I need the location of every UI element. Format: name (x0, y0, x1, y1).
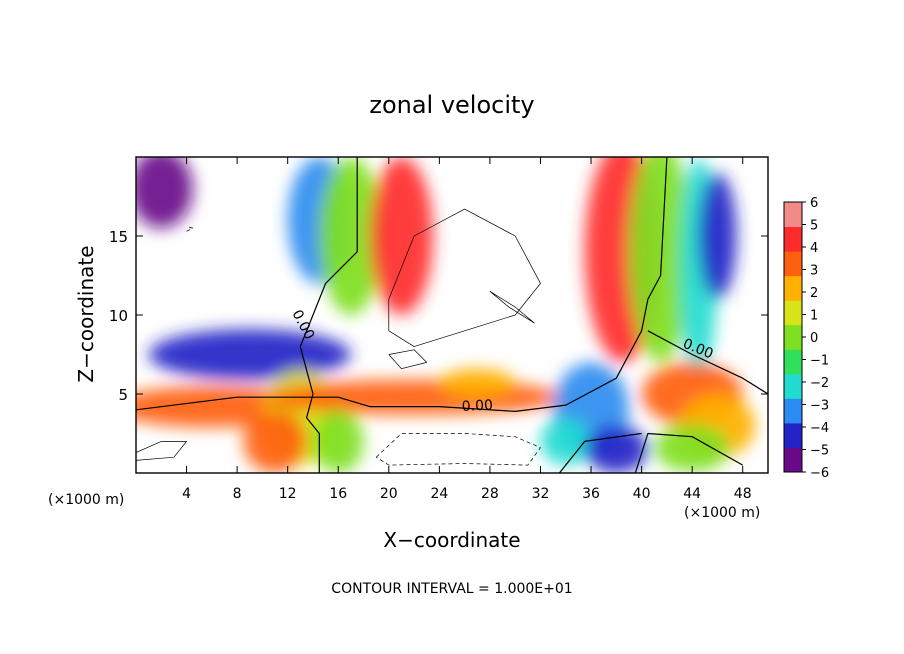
colorbar-tick-label: −1 (810, 354, 829, 369)
x-tick-label: 24 (430, 486, 448, 502)
x-tick-label: 40 (633, 486, 651, 502)
x-unit-left: (×1000 m) (48, 492, 124, 508)
colorbar-segment (784, 398, 802, 424)
colorbar-segment (784, 226, 802, 252)
colorbar (783, 201, 803, 473)
field-band (540, 417, 592, 466)
colorbar-tick-label: 3 (810, 264, 818, 279)
x-tick-label: 16 (329, 486, 347, 502)
field-band (698, 172, 737, 300)
x-axis-label: X−coordinate (383, 528, 520, 552)
contour-line (647, 330, 768, 395)
contour-line (136, 441, 187, 461)
y-tick-label: 5 (118, 386, 128, 404)
field-band (584, 425, 648, 473)
contour-line (634, 432, 743, 473)
contour-label: 0.00 (461, 397, 493, 415)
contour-line (136, 157, 668, 412)
contour-line (489, 291, 535, 324)
colorbar-segment (784, 447, 802, 473)
x-axis-ticks: 4 8 12 16 20 24 28 32 36 40 44 48 (182, 157, 752, 502)
x-tick-label: 48 (734, 486, 752, 502)
colorbar-segment (784, 275, 802, 301)
colorbar-tick-label: 0 (810, 331, 818, 346)
y-tick-label: 15 (109, 228, 128, 246)
x-tick-label: 28 (481, 486, 499, 502)
colorbar-tick-label: 2 (810, 286, 818, 301)
x-tick-label: 32 (532, 486, 550, 502)
x-unit-right: (×1000 m) (684, 505, 760, 521)
colorbar-segment (784, 202, 802, 228)
contour-line (375, 433, 541, 466)
field-band (369, 157, 434, 315)
field-band (148, 329, 351, 380)
colorbar-tick-label: −5 (810, 444, 829, 459)
x-tick-label: 20 (380, 486, 398, 502)
contour-line (388, 208, 541, 347)
colorbar-segment (784, 324, 802, 350)
contour-line (558, 432, 642, 473)
colorbar-segment (784, 422, 802, 448)
contour-line (299, 157, 358, 473)
field-band (312, 409, 364, 473)
x-tick-label: 44 (683, 486, 701, 502)
colorbar-tick-label: 4 (810, 241, 818, 256)
y-tick-label: 10 (109, 307, 128, 325)
field-band (654, 424, 731, 472)
x-tick-label: 4 (182, 486, 191, 502)
colorbar-segment (784, 349, 802, 375)
colorbar-tick-label: 1 (810, 309, 818, 324)
contour-lines (136, 157, 768, 473)
contour-line (186, 226, 194, 232)
colorbar-segment (784, 251, 802, 277)
colorbar-segment (784, 373, 802, 399)
colorbar-labels: 6 5 4 3 2 1 0 −1 −2 −3 −4 −5 −6 (802, 196, 829, 481)
colorbar-segment (784, 300, 802, 326)
colorbar-tick-label: 6 (810, 196, 818, 211)
field-band (243, 409, 307, 473)
colorbar-tick-label: 5 (810, 219, 818, 234)
colorbar-tick-label: −6 (810, 466, 829, 481)
field-band (136, 157, 193, 229)
field-band (628, 157, 693, 363)
field-band (319, 157, 383, 315)
velocity-field (136, 157, 756, 473)
contour-interval-note: CONTOUR INTERVAL = 1.000E+01 (331, 581, 572, 597)
colorbar-tick-label: −3 (810, 399, 829, 414)
x-tick-label: 36 (582, 486, 600, 502)
colorbar-tick-label: −4 (810, 421, 829, 436)
y-axis-label: Z−coordinate (74, 245, 98, 382)
x-tick-label: 12 (279, 486, 297, 502)
field-bands (136, 157, 756, 473)
contour-line (388, 349, 428, 370)
colorbar-tick-label: −2 (810, 376, 829, 391)
y-axis-ticks: 5 10 15 (109, 228, 768, 404)
field-band (439, 368, 516, 398)
chart-title: zonal velocity (369, 91, 534, 119)
x-tick-label: 8 (233, 486, 242, 502)
